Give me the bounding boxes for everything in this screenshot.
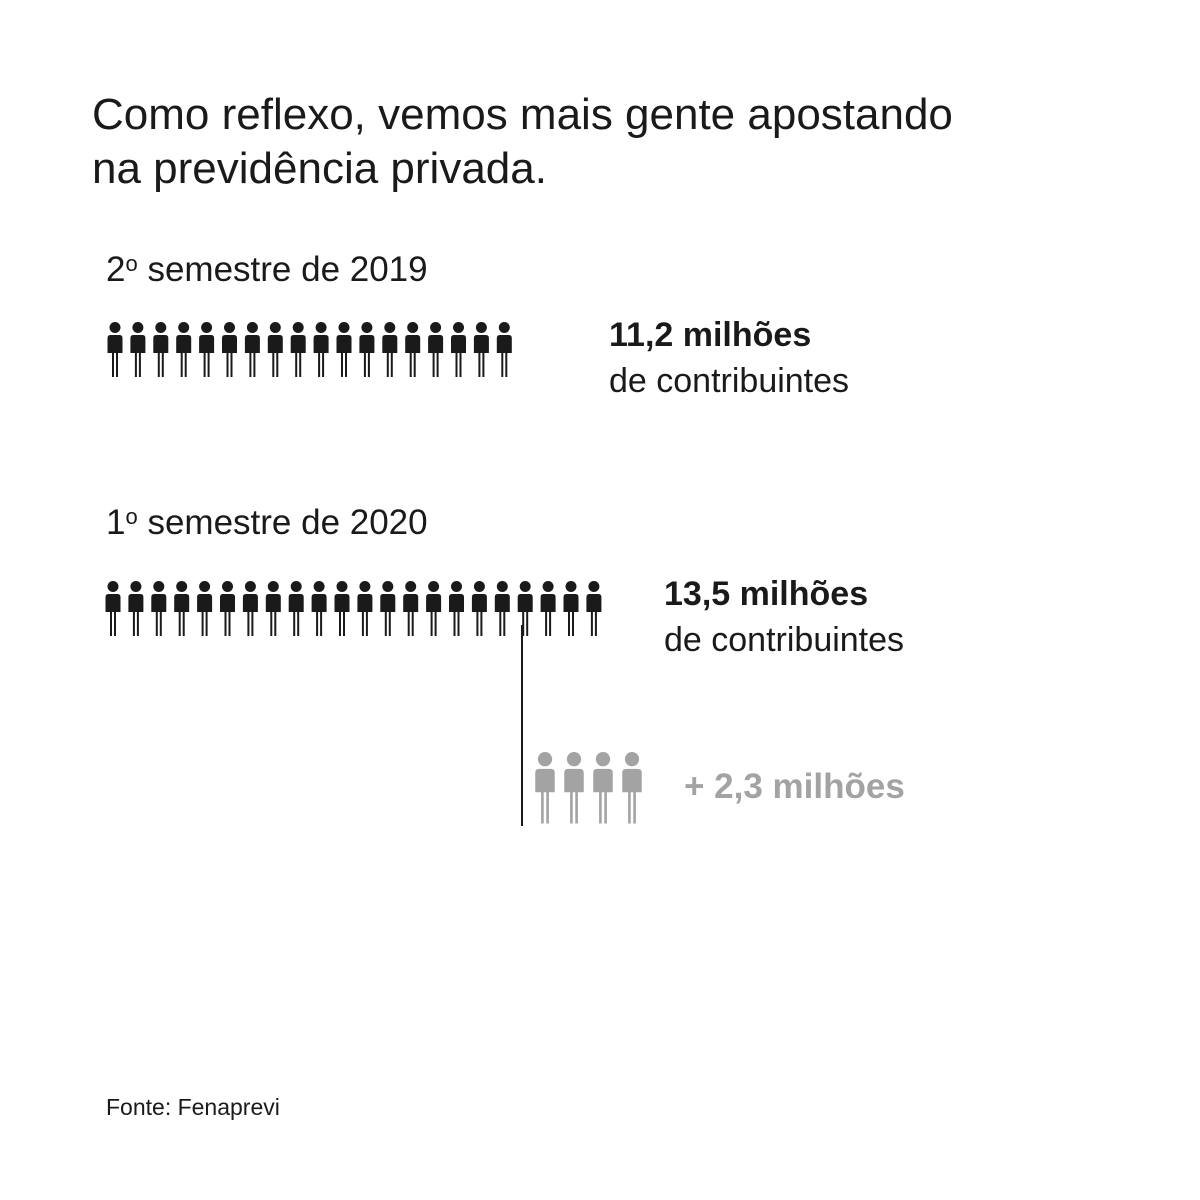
person-icon — [151, 581, 167, 636]
person-icon — [242, 581, 258, 636]
period-ordinal: o — [125, 251, 138, 276]
person-icon — [564, 752, 584, 824]
person-icon — [563, 581, 579, 636]
person-icon — [130, 322, 146, 377]
person-icon — [382, 322, 398, 377]
person-icon — [105, 581, 121, 636]
person-icon — [380, 581, 396, 636]
person-icon — [517, 581, 533, 636]
person-icon — [197, 581, 213, 636]
person-icon — [336, 322, 352, 377]
person-icon — [267, 322, 283, 377]
headline-line-2: na previdência privada. — [92, 144, 547, 193]
person-icon — [473, 322, 489, 377]
person-icon — [494, 581, 510, 636]
period-text: semestre de 2020 — [137, 503, 428, 542]
person-icon — [244, 322, 260, 377]
person-icon — [222, 322, 237, 377]
person-icon — [405, 322, 421, 377]
person-icon — [359, 322, 375, 377]
period-ordinal: o — [125, 504, 138, 529]
person-icon — [471, 581, 487, 636]
stat-unit: de contribuintes — [609, 362, 850, 400]
person-icon — [449, 581, 464, 636]
period-label-2019: 2o semestre de 2019 — [106, 250, 428, 290]
person-icon — [265, 581, 281, 636]
person-icon — [176, 322, 192, 377]
headline-line-1: Como reflexo, vemos mais gente apostando — [92, 90, 953, 139]
person-icon — [288, 581, 304, 636]
person-icon-row-2020 — [105, 581, 602, 636]
source-note: Fonte: Fenaprevi — [106, 1094, 280, 1120]
person-icon-row-increase — [535, 752, 642, 824]
person-icon — [199, 322, 215, 377]
person-icon — [403, 581, 419, 636]
period-number: 2 — [106, 250, 126, 289]
person-icon-row-2019 — [107, 322, 512, 377]
person-icon — [593, 752, 613, 824]
increase-label: + 2,3 milhões — [684, 767, 905, 806]
stat-value: 13,5 milhões — [664, 575, 869, 613]
person-icon — [220, 581, 235, 636]
person-icon — [357, 581, 373, 636]
person-icon — [128, 581, 144, 636]
person-icon — [290, 322, 306, 377]
person-icon — [311, 581, 327, 636]
person-icon — [313, 322, 329, 377]
headline: Como reflexo, vemos mais gente apostando… — [92, 88, 1092, 196]
person-icon — [451, 322, 466, 377]
person-icon — [535, 752, 555, 824]
stat-2019: 11,2 milhões de contribuintes — [609, 312, 849, 404]
person-icon — [107, 322, 123, 377]
person-icon — [334, 581, 350, 636]
person-icon — [540, 581, 556, 636]
period-label-2020: 1o semestre de 2020 — [106, 503, 428, 543]
person-icon — [153, 322, 169, 377]
person-icon — [174, 581, 190, 636]
stat-2020: 13,5 milhões de contribuintes — [664, 571, 904, 663]
person-icon — [622, 752, 642, 824]
stat-unit: de contribuintes — [664, 621, 905, 659]
person-icon — [426, 581, 442, 636]
person-icon — [428, 322, 444, 377]
person-icon — [586, 581, 602, 636]
stat-value: 11,2 milhões — [609, 316, 812, 354]
person-icon — [496, 322, 512, 377]
period-text: semestre de 2019 — [137, 250, 428, 289]
period-number: 1 — [106, 503, 126, 542]
